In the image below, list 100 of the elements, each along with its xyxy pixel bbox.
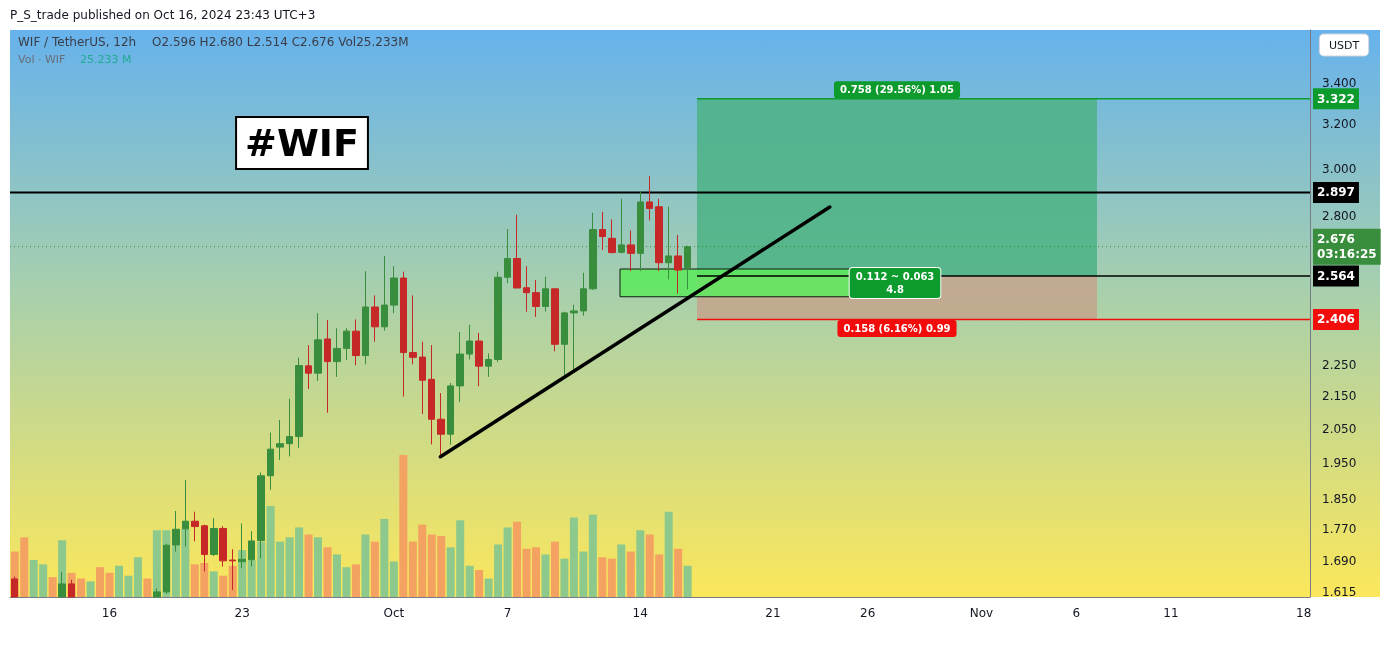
- bar: [626, 551, 635, 597]
- bar: [105, 572, 114, 597]
- candlestick: [305, 344, 312, 390]
- y-tick-label: 1.615: [1322, 584, 1357, 599]
- bar: [617, 544, 626, 597]
- bar: [361, 534, 370, 597]
- x-tick-label: 21: [765, 606, 781, 620]
- candlestick: [286, 398, 293, 457]
- y-tick-label: 3.200: [1322, 117, 1357, 132]
- bar: [475, 570, 484, 597]
- candlestick: [352, 318, 360, 366]
- band-label: 0.112 ~ 0.063 4.8: [855, 270, 935, 295]
- candlestick: [371, 294, 379, 343]
- candlestick: [381, 255, 388, 332]
- candlestick: [523, 265, 530, 313]
- candlestick: [219, 525, 227, 568]
- bar: [351, 564, 360, 597]
- candlestick: [646, 175, 653, 221]
- bar: [380, 518, 389, 597]
- candlestick: [513, 214, 521, 289]
- band-label: 0.758 (29.56%) 1.05: [839, 84, 955, 96]
- candlestick: [267, 432, 274, 491]
- candlestick: [437, 392, 445, 457]
- candlestick: [599, 211, 606, 251]
- bar: [513, 521, 522, 597]
- ref-line-label: 2.564: [1317, 268, 1355, 283]
- bar: [238, 550, 247, 597]
- x-tick-label: 18: [1296, 606, 1312, 620]
- x-tick-label: Oct: [383, 606, 405, 620]
- y-tick-label: 3.400: [1322, 75, 1357, 90]
- bar: [48, 577, 57, 597]
- annotation: Vol · WIF: [18, 52, 66, 66]
- candlestick: [343, 327, 350, 361]
- bar: [304, 534, 313, 597]
- candlestick: [276, 419, 284, 461]
- chart-title: WIF / TetherUS, 12h: [18, 35, 137, 49]
- bar: [550, 541, 559, 597]
- bar: [560, 558, 569, 597]
- bar: [143, 578, 152, 597]
- band-label: 0.158 (6.16%) 0.99: [843, 322, 951, 334]
- candlestick: [580, 272, 587, 317]
- x-tick-label: 14: [632, 606, 648, 620]
- candlestick: [475, 332, 483, 387]
- candlestick: [542, 276, 549, 312]
- bar: [209, 571, 218, 597]
- bar: [598, 557, 607, 597]
- x-tick-label: 7: [503, 606, 512, 620]
- chart-subtitle: O2.596 H2.680 L2.514 C2.676 Vol25.233M: [152, 35, 409, 49]
- bar: [636, 530, 645, 597]
- ref-line-label: 2.676 03:16:25: [1317, 232, 1377, 262]
- x-tick-label: 26: [860, 606, 876, 620]
- annotation: #WIF: [245, 121, 359, 165]
- x-tick-label: Nov: [969, 606, 994, 620]
- candlestick: [494, 271, 502, 363]
- bar: [370, 541, 379, 597]
- candlestick: [637, 190, 644, 272]
- candlestick: [627, 230, 635, 272]
- bar: [314, 537, 323, 597]
- candlestick: [314, 312, 322, 382]
- annotation: 25.233 M: [80, 52, 132, 66]
- candlestick: [210, 517, 218, 557]
- candlestick: [456, 331, 464, 403]
- candlestick: [362, 270, 369, 365]
- candlestick: [466, 324, 473, 360]
- candlestick: [655, 198, 663, 272]
- candlestick: [409, 294, 417, 365]
- candlestick: [153, 588, 161, 598]
- candlestick: [333, 327, 341, 378]
- bar: [588, 514, 597, 597]
- text: P_S_trade published on Oct 16, 2024 23:43 UTC+3: [10, 8, 316, 22]
- candlestick: [485, 352, 492, 378]
- bar: [503, 527, 512, 597]
- y-tick-label: 2.150: [1322, 389, 1357, 404]
- bar: [96, 567, 105, 597]
- y-tick-label: 3.000: [1322, 161, 1357, 176]
- candlestick: [551, 288, 559, 352]
- bar: [674, 548, 683, 597]
- candlestick: [532, 279, 540, 318]
- y-tick-label: 1.690: [1322, 553, 1357, 568]
- bar: [683, 565, 692, 597]
- candlestick: [608, 218, 616, 254]
- bar: [399, 455, 408, 597]
- candlestick: [324, 319, 331, 414]
- bar: [607, 558, 616, 597]
- bar: [541, 554, 550, 597]
- bar: [323, 547, 332, 597]
- x-tick-label: 23: [234, 606, 250, 620]
- bar: [664, 511, 673, 597]
- ref-line-label: 2.897: [1317, 185, 1355, 200]
- bar: [389, 561, 398, 597]
- y-tick-label: 2.050: [1322, 421, 1357, 436]
- ref-line-label: 3.322: [1317, 91, 1355, 106]
- bar: [465, 565, 474, 597]
- y-tick-label: 1.950: [1322, 456, 1357, 471]
- candlestick: [390, 265, 398, 314]
- candlestick: [428, 344, 435, 445]
- candlestick: [295, 357, 303, 449]
- candlestick: [419, 341, 426, 415]
- bar: [219, 575, 228, 597]
- candlestick: [561, 311, 568, 376]
